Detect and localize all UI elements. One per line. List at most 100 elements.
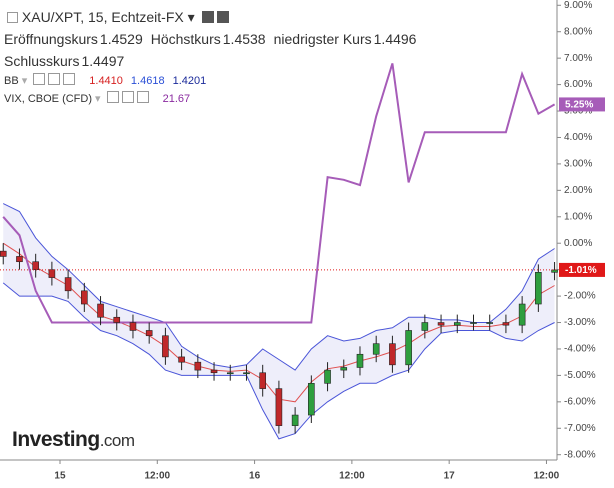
candle-body xyxy=(421,322,429,331)
y-tick-label: -2.00% xyxy=(564,291,596,302)
y-tick-label: 4.00% xyxy=(564,132,592,143)
ohlc-rows: Eröffnungskurs 1.4529 Höchstkurs 1.4538 nied… xyxy=(4,28,416,72)
candle-body xyxy=(308,383,315,416)
ohlc-name: Höchstkurs xyxy=(150,31,221,47)
indicator-value: 21.67 xyxy=(162,93,191,105)
indicator-icons: ▾ xyxy=(95,91,149,105)
x-tick-label: 17 xyxy=(444,471,456,482)
candle-body xyxy=(48,269,56,278)
icon[interactable] xyxy=(48,73,61,85)
band-upper xyxy=(2,203,555,371)
icon[interactable] xyxy=(63,73,76,85)
ohlc-name: Schlusskurs xyxy=(4,53,80,69)
candle-body xyxy=(453,322,461,326)
candle-body xyxy=(113,316,121,323)
y-tick-label: -3.00% xyxy=(564,317,596,328)
ohlc-value: 1.4538 xyxy=(222,31,266,47)
x-tick-label: 12:00 xyxy=(534,471,560,482)
y-tick-label: 3.00% xyxy=(564,159,592,170)
candle-body xyxy=(129,322,137,331)
ohlc-value: 1.4529 xyxy=(99,31,143,47)
logo: Investing.com xyxy=(12,428,135,452)
indicator-name: VIX, CBOE (CFD) xyxy=(4,93,93,105)
chart-title: XAU/XPT, 15, Echtzeit-FX xyxy=(21,9,184,25)
candle-body xyxy=(502,322,510,326)
x-tick-label: 12:00 xyxy=(145,471,171,482)
y-tick-label: 6.00% xyxy=(564,79,592,90)
candle-body xyxy=(535,271,542,305)
gear-icon[interactable] xyxy=(216,11,229,23)
icon[interactable] xyxy=(121,91,134,103)
candle-body xyxy=(486,322,494,324)
indicator-value: 1.4410 xyxy=(89,75,123,87)
candle-body xyxy=(64,277,72,292)
candle-body xyxy=(194,361,202,371)
ohlc-value: 1.4496 xyxy=(373,31,417,47)
legend-header: XAU/XPT, 15, Echtzeit-FX ▾ Eröffnungskur… xyxy=(4,6,416,108)
icon[interactable] xyxy=(33,73,46,85)
y-tick-label: -4.00% xyxy=(564,344,596,355)
candle-body xyxy=(372,343,380,355)
candle-body xyxy=(210,369,218,374)
candle-body xyxy=(291,414,299,426)
indicator-value: 1.4201 xyxy=(172,75,207,87)
candle-body xyxy=(518,303,526,326)
y-tick-label: 8.00% xyxy=(564,26,592,37)
candle-body xyxy=(275,388,283,426)
ohlc-name: niedrigster Kurs xyxy=(273,31,372,47)
y-tick-label: -5.00% xyxy=(564,370,596,381)
icon[interactable] xyxy=(106,91,119,103)
last-value-label: 5.25% xyxy=(565,100,593,111)
candle-body xyxy=(97,303,104,318)
y-tick-label: 7.00% xyxy=(564,53,592,64)
logo-suffix: .com xyxy=(99,431,135,450)
candle-body xyxy=(0,250,7,257)
indicator-icons: ▾ xyxy=(22,73,76,87)
candle-body xyxy=(259,372,266,389)
last-value-box xyxy=(559,262,605,277)
y-tick-label: -8.00% xyxy=(564,449,596,460)
indicator-rows: BB ▾ 1.4410 1.4618 1.4201 VIX, CBOE (CFD) ▾ 2… xyxy=(4,72,416,108)
candle-body xyxy=(226,372,234,375)
y-tick-label: -7.00% xyxy=(564,423,596,434)
y-tick-label: -6.00% xyxy=(564,396,596,407)
candle-body xyxy=(81,290,88,305)
y-tick-label: 1.00% xyxy=(564,211,592,222)
candle-body xyxy=(32,261,39,270)
candle-body xyxy=(470,322,477,324)
candle-body xyxy=(16,256,23,263)
last-value-box xyxy=(559,97,605,112)
ohlc-row: Schlusskurs 1.4497 xyxy=(4,50,416,72)
candle-body xyxy=(324,369,331,384)
candle-body xyxy=(356,353,364,368)
y-tick-label: 2.00% xyxy=(564,185,592,196)
y-tick-label: 0.00% xyxy=(564,238,592,249)
indicator-value: 1.4618 xyxy=(130,75,165,87)
indicator-row: BB ▾ 1.4410 1.4618 1.4201 xyxy=(4,72,416,90)
ohlc-value: 1.4497 xyxy=(81,53,125,69)
candle-body xyxy=(405,330,412,366)
indicator-name: BB xyxy=(4,75,19,87)
ohlc-name: Eröffnungskurs xyxy=(4,31,98,47)
candle-body xyxy=(437,322,445,326)
last-value-label: -1.01% xyxy=(565,265,597,276)
candle-body xyxy=(243,372,250,375)
x-tick-label: 16 xyxy=(249,471,261,482)
vix-line xyxy=(2,63,556,324)
candle-body xyxy=(551,269,558,273)
logo-text: Investing xyxy=(12,428,100,451)
band-lower xyxy=(2,282,555,440)
collapse-icon[interactable] xyxy=(7,12,18,23)
y-tick-label: 9.00% xyxy=(564,0,592,11)
indicator-row: VIX, CBOE (CFD) ▾ 21.67 xyxy=(4,90,416,108)
candle-body xyxy=(145,330,153,337)
candle-body xyxy=(340,367,348,371)
candle-body xyxy=(389,343,396,366)
candle-body xyxy=(162,335,169,358)
x-tick-label: 12:00 xyxy=(339,471,365,482)
x-tick-label: 15 xyxy=(54,471,66,482)
icon[interactable] xyxy=(136,91,149,103)
settings-icon[interactable] xyxy=(201,11,214,23)
